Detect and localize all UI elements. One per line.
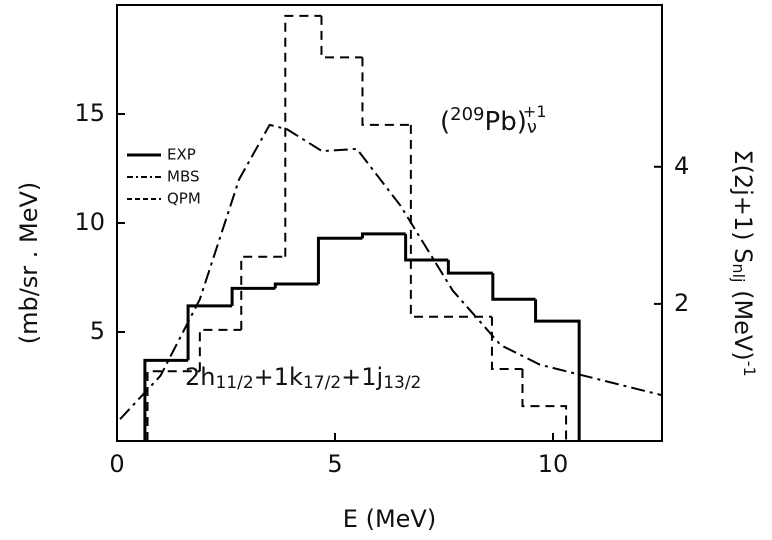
annotation-part: ( xyxy=(440,107,450,137)
histogram-step xyxy=(521,369,568,441)
histogram-step xyxy=(360,232,406,239)
y2-tick-label: 4 xyxy=(674,152,689,180)
histogram-step xyxy=(284,14,322,257)
y2-tick-label: 2 xyxy=(674,289,689,317)
annotation-part: 13/2 xyxy=(383,373,421,393)
annotation-part: 17/2 xyxy=(303,373,341,393)
x-tick-label: 5 xyxy=(327,450,342,478)
histogram-step xyxy=(316,236,363,285)
legend-label: QPM xyxy=(167,190,201,208)
histogram-step xyxy=(230,286,276,306)
annotation-nucleus: (209Pb)ν+1 xyxy=(440,102,547,138)
annotation-part: 209 xyxy=(450,104,484,125)
legend-label: MBS xyxy=(167,168,200,186)
x-axis-label: E (MeV) xyxy=(343,505,436,533)
histogram-step xyxy=(273,282,319,289)
histogram-step xyxy=(404,233,449,262)
histogram-step xyxy=(361,57,411,126)
y-tick-label: 15 xyxy=(74,99,105,127)
histogram-step xyxy=(320,15,363,59)
legend-label: EXP xyxy=(167,146,196,164)
histogram-step xyxy=(446,260,493,275)
annotation-part: +1j xyxy=(341,363,383,391)
histogram-step xyxy=(491,273,536,301)
annotation-part: Pb) xyxy=(485,107,527,137)
annotation-part: ν xyxy=(527,117,537,138)
y2-axis-label: Σ(2j+1) Snlj (MeV)-1 xyxy=(729,149,759,376)
annotation-part: +1 xyxy=(523,102,547,121)
curve xyxy=(119,123,663,420)
annotation-part: +1k xyxy=(254,363,303,391)
annotation-configuration: 2h11/2+1k17/2+1j13/2 xyxy=(185,363,421,393)
y2-label-part: (MeV) xyxy=(729,282,757,360)
y2-label-part: nlj xyxy=(729,263,748,282)
y2-label-part: -1 xyxy=(740,361,759,377)
histogram-step xyxy=(409,124,492,318)
histogram-step xyxy=(240,255,286,330)
histogram-step xyxy=(146,370,200,441)
histogram-step xyxy=(490,316,523,371)
x-tick-label: 10 xyxy=(538,450,569,478)
annotation-part: 11/2 xyxy=(215,373,253,393)
histogram-step xyxy=(186,304,233,361)
histogram-step xyxy=(534,299,581,441)
y-tick-label: 5 xyxy=(90,317,105,345)
y-axis-label: (mb/sr . MeV) xyxy=(15,182,43,345)
x-tick-label: 0 xyxy=(109,450,124,478)
y-tick-label: 10 xyxy=(74,208,105,236)
y2-label-part: Σ(2j+1) S xyxy=(729,149,757,263)
histogram-step xyxy=(143,358,189,441)
